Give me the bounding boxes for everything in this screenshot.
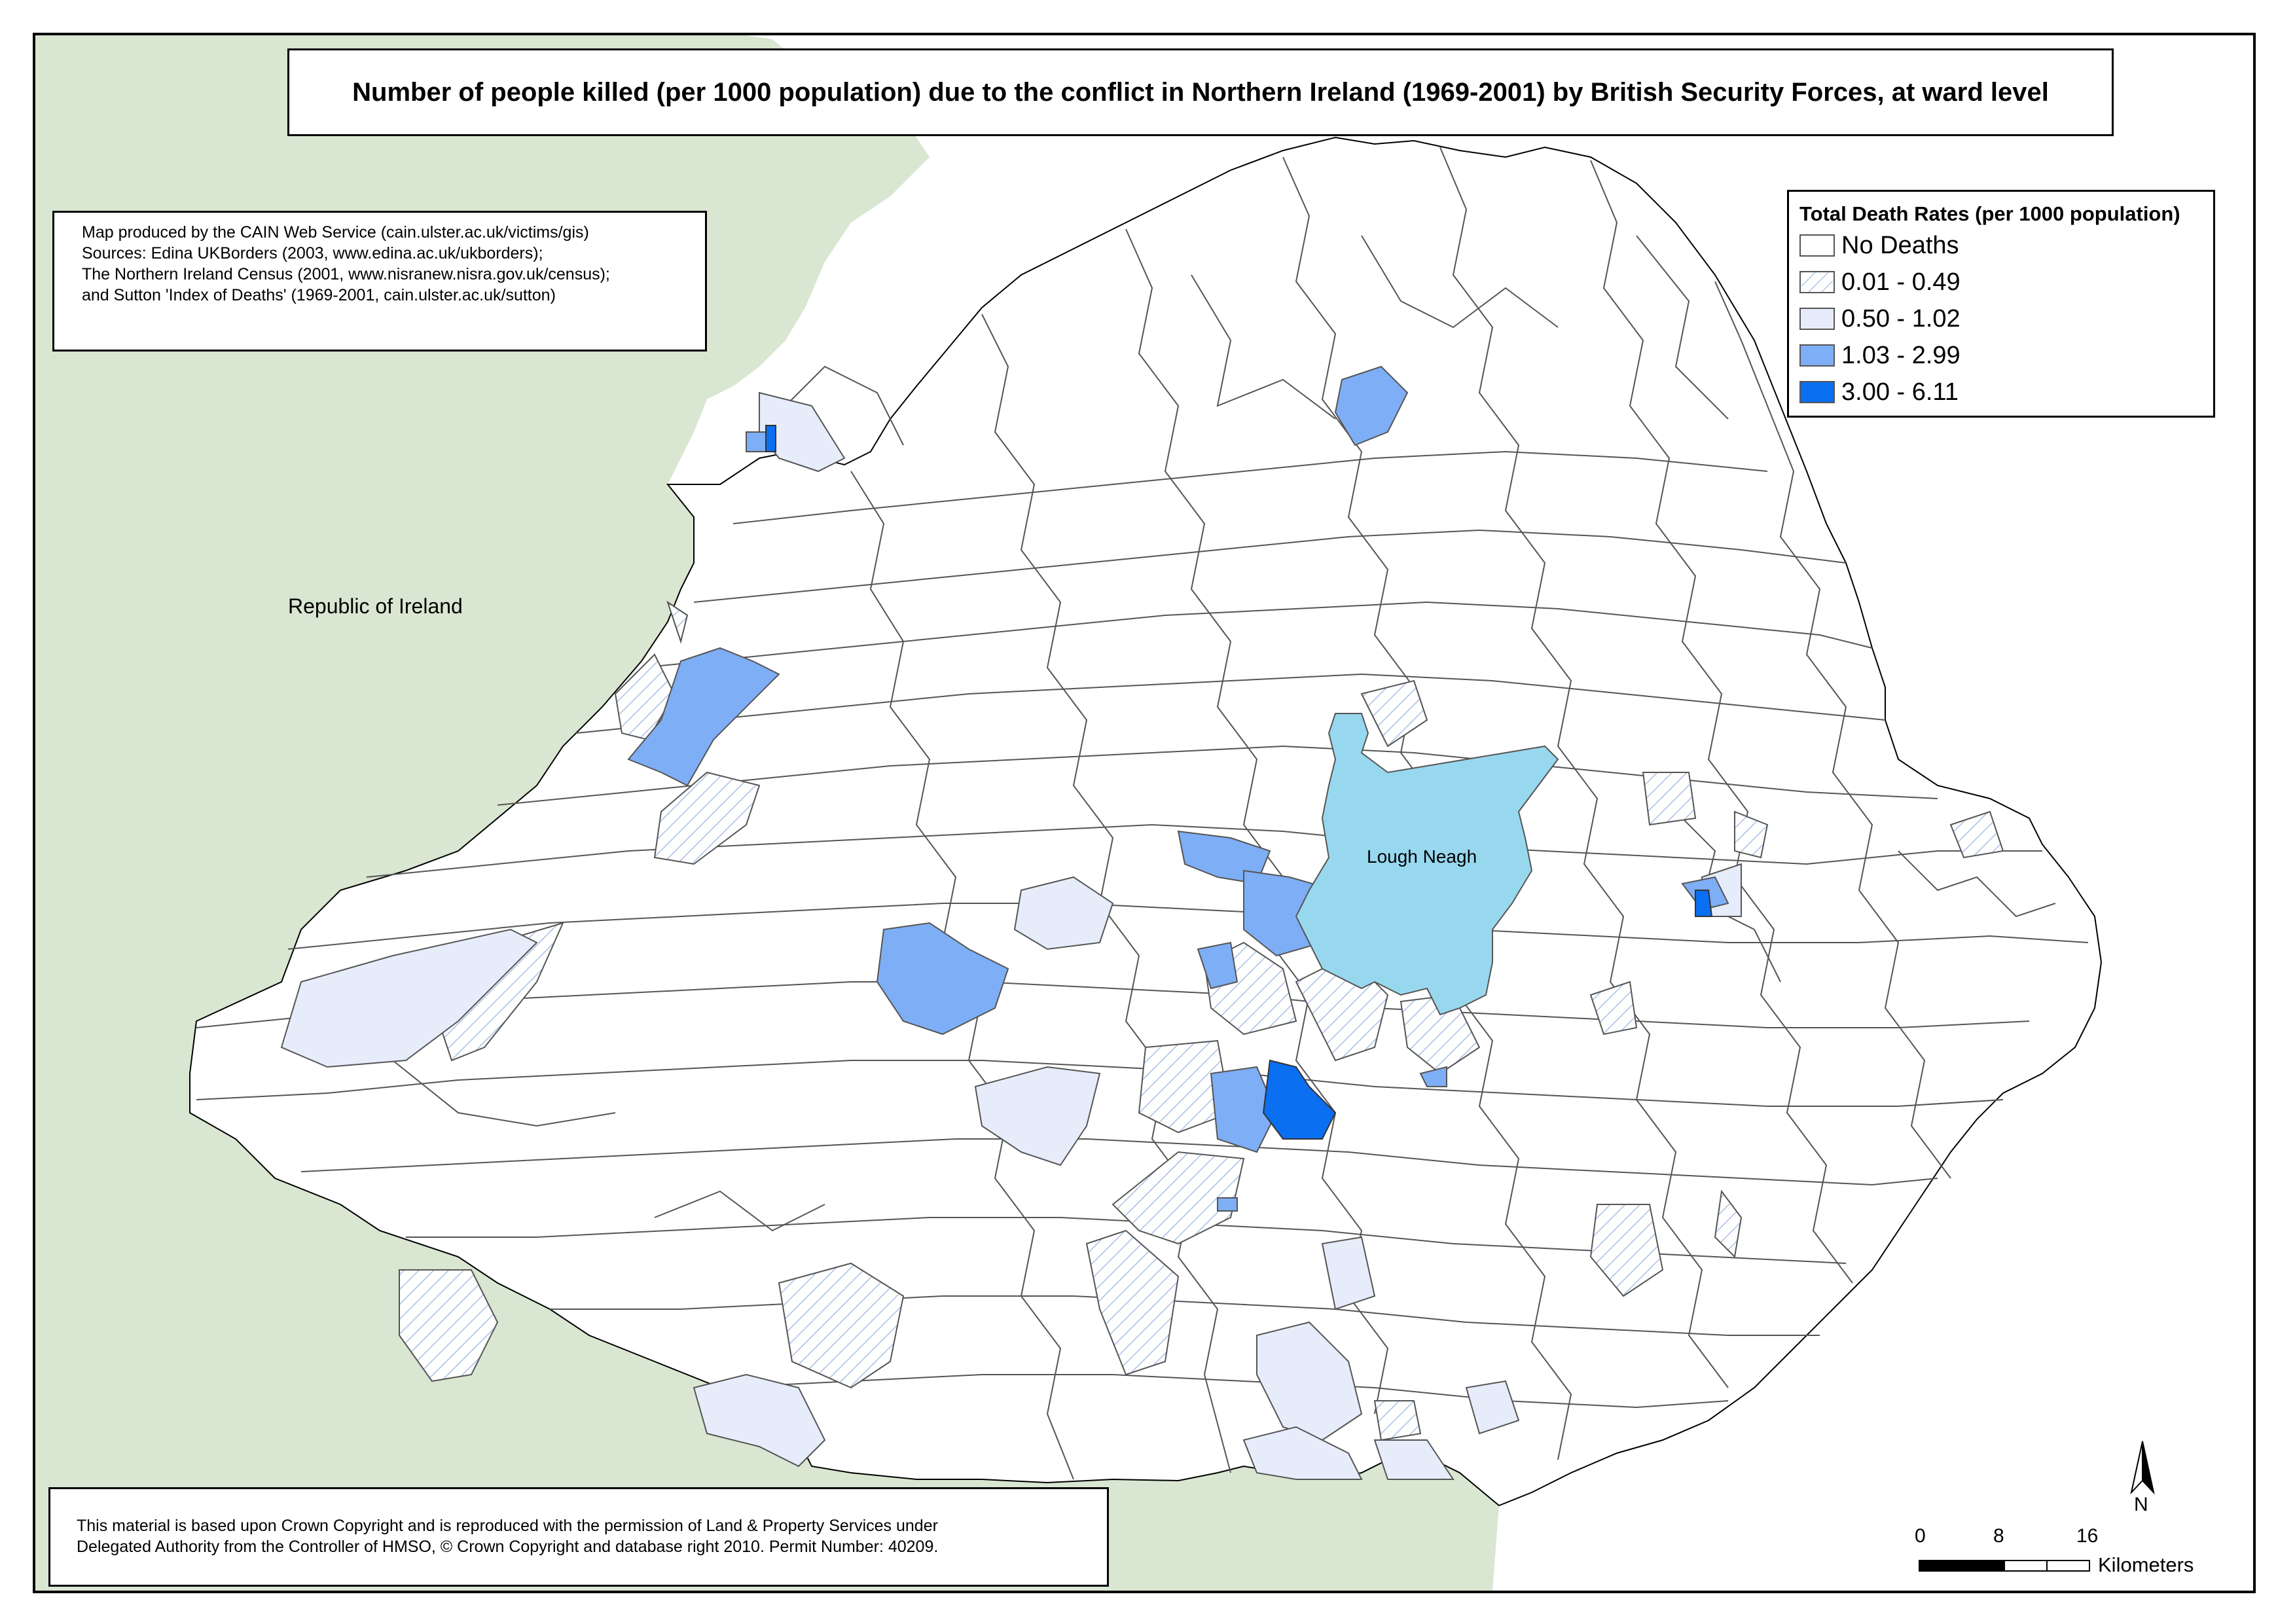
copyright-box: This material is based upon Crown Copyri… bbox=[48, 1487, 1109, 1587]
legend-swatch bbox=[1799, 234, 1835, 257]
credits-line: Map produced by the CAIN Web Service (ca… bbox=[82, 223, 589, 242]
legend-label: 0.50 - 1.02 bbox=[1841, 304, 1961, 333]
republic-land bbox=[35, 35, 1499, 1591]
map-title: Number of people killed (per 1000 popula… bbox=[287, 48, 2114, 136]
credits-line: and Sutton 'Index of Deaths' (1969-2001,… bbox=[82, 286, 556, 304]
ward-boundaries bbox=[196, 147, 2089, 1480]
credits-line: The Northern Ireland Census (2001, www.n… bbox=[82, 265, 610, 283]
legend-item-high: 3.00 - 6.11 bbox=[1799, 378, 1959, 406]
scale-bar bbox=[1919, 1560, 2090, 1572]
legend-label: 1.03 - 2.99 bbox=[1841, 341, 1961, 369]
wards-dark bbox=[765, 425, 1713, 1140]
scale-unit-label: Kilometers bbox=[2098, 1553, 2194, 1576]
wards-pale bbox=[280, 391, 1742, 1480]
republic-of-ireland-label: Republic of Ireland bbox=[288, 594, 463, 618]
legend-item-low: 0.01 - 0.49 bbox=[1799, 268, 1961, 296]
legend-swatch-hatched bbox=[1799, 271, 1835, 293]
north-arrow-icon bbox=[2130, 1441, 2155, 1495]
credits-line: Sources: Edina UKBorders (2003, www.edin… bbox=[82, 244, 543, 262]
legend-label: 3.00 - 6.11 bbox=[1841, 378, 1959, 406]
scale-tick-label: 8 bbox=[1993, 1525, 2004, 1547]
ni-land bbox=[189, 136, 2103, 1507]
scale-tick-label: 16 bbox=[2076, 1525, 2099, 1547]
legend: Total Death Rates (per 1000 population) … bbox=[1787, 190, 2215, 418]
legend-swatch bbox=[1799, 344, 1835, 367]
wards-hatched bbox=[399, 600, 2004, 1441]
legend-item-mid: 1.03 - 2.99 bbox=[1799, 342, 1961, 369]
lough-neagh-label: Lough Neagh bbox=[1367, 846, 1477, 867]
copyright-line: This material is based upon Crown Copyri… bbox=[77, 1517, 938, 1535]
legend-swatch bbox=[1799, 381, 1835, 403]
credits-box: Map produced by the CAIN Web Service (ca… bbox=[52, 211, 707, 352]
legend-label: 0.01 - 0.49 bbox=[1841, 268, 1961, 296]
donegal-islands bbox=[39, 281, 694, 602]
legend-item-no-deaths: No Deaths bbox=[1799, 232, 1959, 259]
lough-neagh bbox=[1295, 713, 1559, 1016]
legend-title: Total Death Rates (per 1000 population) bbox=[1799, 202, 2180, 225]
legend-swatch bbox=[1799, 308, 1835, 330]
copyright-line: Delegated Authority from the Controller … bbox=[77, 1538, 939, 1556]
scale-tick-label: 0 bbox=[1915, 1525, 1926, 1547]
legend-label: No Deaths bbox=[1841, 231, 1959, 259]
north-label: N bbox=[2134, 1494, 2148, 1515]
legend-item-pale: 0.50 - 1.02 bbox=[1799, 304, 1961, 333]
map-title-text: Number of people killed (per 1000 popula… bbox=[352, 77, 2049, 107]
